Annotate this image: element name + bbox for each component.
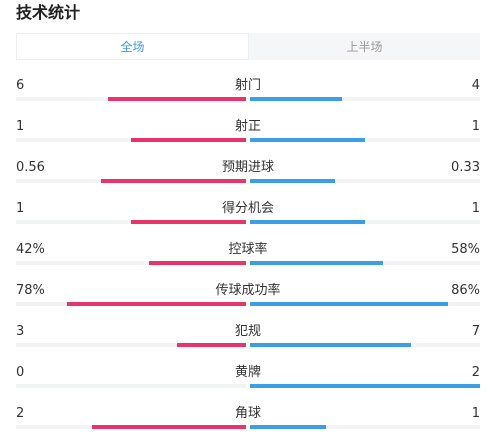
home-value: 1 (16, 201, 25, 216)
stat-row-head: 0.56 预期进球 0.33 (16, 158, 480, 178)
home-bar-fill (101, 179, 246, 183)
stat-name: 射门 (234, 78, 261, 93)
away-bar-fill (250, 220, 365, 224)
tab-full-match[interactable]: 全场 (16, 33, 249, 60)
stat-row: 6 射门 4 (16, 76, 480, 117)
stat-name: 得分机会 (221, 201, 274, 216)
away-bar-track (250, 220, 480, 224)
stat-bar (16, 425, 480, 429)
home-value: 3 (16, 324, 25, 339)
home-bar-fill (108, 97, 246, 101)
stat-bar (16, 179, 480, 183)
away-value: 1 (471, 406, 480, 421)
home-bar-track (16, 384, 246, 388)
away-bar-track (250, 302, 480, 306)
stat-row: 3 犯规 7 (16, 322, 480, 363)
home-bar-fill (131, 220, 246, 224)
away-bar-track (250, 343, 480, 347)
away-value: 0.33 (451, 160, 480, 175)
stat-row-head: 78% 传球成功率 86% (16, 281, 480, 301)
home-value: 6 (16, 78, 25, 93)
stat-row: 0 黄牌 2 (16, 363, 480, 404)
home-value: 2 (16, 406, 25, 421)
home-bar-track (16, 261, 246, 265)
away-bar-track (250, 384, 480, 388)
away-bar-track (250, 97, 480, 101)
away-value: 7 (471, 324, 480, 339)
stat-row: 42% 控球率 58% (16, 240, 480, 281)
stat-row: 1 得分机会 1 (16, 199, 480, 240)
away-bar-fill (250, 425, 326, 429)
stat-row-head: 6 射门 4 (16, 76, 480, 96)
away-bar-fill (250, 97, 342, 101)
home-bar-track (16, 302, 246, 306)
home-bar-track (16, 97, 246, 101)
page-title: 技术统计 (16, 3, 81, 22)
stat-bar (16, 343, 480, 347)
away-value: 4 (471, 78, 480, 93)
away-value: 2 (471, 365, 480, 380)
stat-row: 1 射正 1 (16, 117, 480, 158)
tab-first-half[interactable]: 上半场 (346, 40, 383, 54)
away-value: 58% (451, 242, 480, 257)
away-bar-track (250, 261, 480, 265)
home-bar-fill (177, 343, 246, 347)
period-tabs: 全场 上半场 (16, 33, 480, 60)
stat-bar (16, 302, 480, 306)
home-bar-track (16, 425, 246, 429)
away-value: 1 (471, 119, 480, 134)
away-value: 1 (471, 201, 480, 216)
home-bar-track (16, 179, 246, 183)
stat-name: 射正 (234, 119, 261, 134)
away-bar-fill (250, 138, 365, 142)
home-bar-fill (67, 302, 246, 306)
away-bar-fill (250, 302, 448, 306)
stat-name: 传球成功率 (215, 283, 281, 298)
home-bar-track (16, 138, 246, 142)
home-bar-fill (131, 138, 246, 142)
home-value: 0 (16, 365, 25, 380)
stat-row-head: 42% 控球率 58% (16, 240, 480, 260)
home-value: 1 (16, 119, 25, 134)
stat-row: 78% 传球成功率 86% (16, 281, 480, 322)
away-bar-track (250, 138, 480, 142)
stat-row-head: 0 黄牌 2 (16, 363, 480, 383)
away-bar-fill (250, 179, 335, 183)
away-bar-track (250, 179, 480, 183)
away-bar-fill (250, 261, 383, 265)
away-bar-fill (250, 343, 411, 347)
stat-name: 控球率 (228, 242, 268, 257)
away-value: 86% (451, 283, 480, 298)
stat-row-head: 2 角球 1 (16, 404, 480, 424)
home-bar-fill (149, 261, 246, 265)
stat-name: 预期进球 (221, 160, 274, 175)
stat-row-head: 1 射正 1 (16, 117, 480, 137)
away-bar-track (250, 425, 480, 429)
stat-bar (16, 220, 480, 224)
home-bar-fill (92, 425, 246, 429)
away-bar-fill (250, 384, 480, 388)
stat-name: 犯规 (234, 324, 261, 339)
stat-row: 2 角球 1 (16, 404, 480, 440)
stat-row-head: 3 犯规 7 (16, 322, 480, 342)
stat-bar (16, 138, 480, 142)
home-value: 0.56 (16, 160, 45, 175)
stat-name: 角球 (234, 406, 261, 421)
home-value: 42% (16, 242, 45, 257)
stat-name: 黄牌 (234, 365, 261, 380)
home-bar-track (16, 220, 246, 224)
stats-list: 6 射门 4 1 射正 1 0.56 预期进球 (16, 76, 480, 440)
stat-bar (16, 261, 480, 265)
stat-row: 0.56 预期进球 0.33 (16, 158, 480, 199)
stat-bar (16, 384, 480, 388)
home-value: 78% (16, 283, 45, 298)
stat-row-head: 1 得分机会 1 (16, 199, 480, 219)
stat-bar (16, 97, 480, 101)
home-bar-track (16, 343, 246, 347)
